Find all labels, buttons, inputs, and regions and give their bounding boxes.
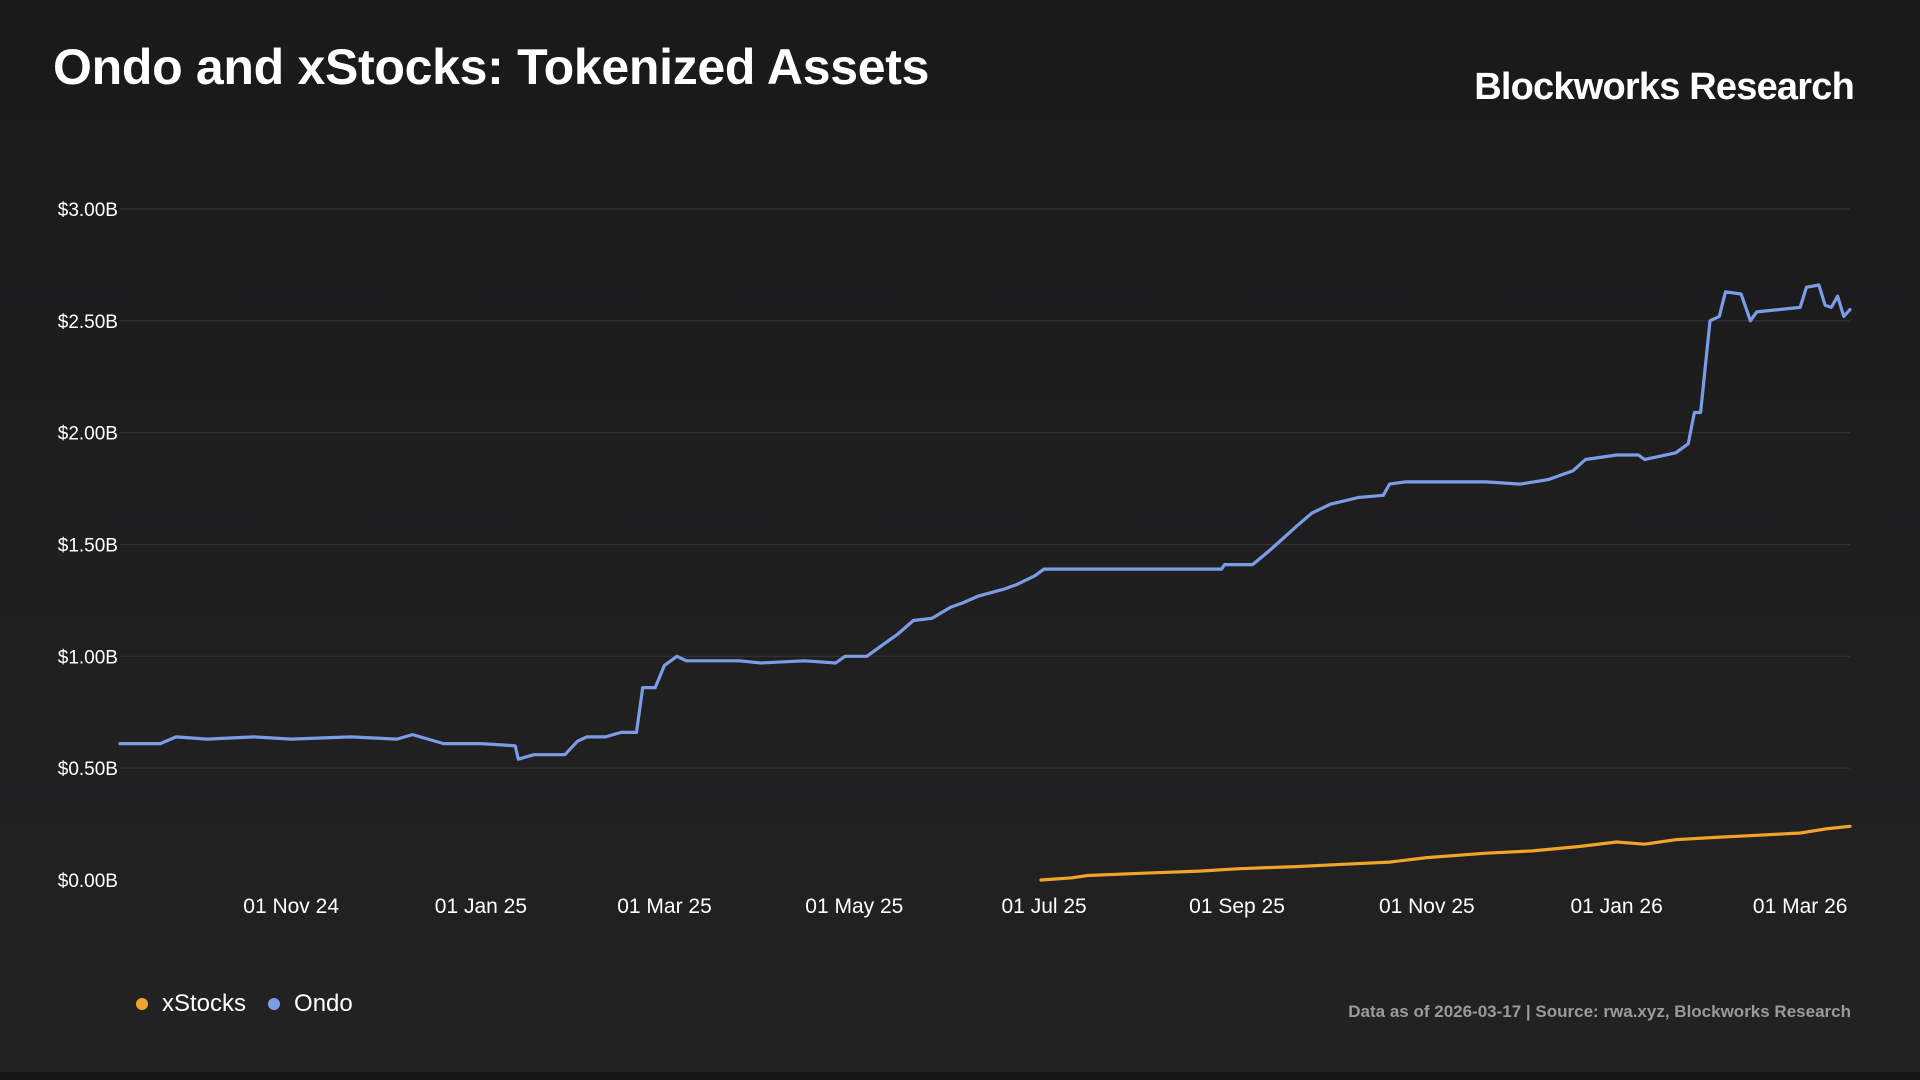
page-title: Ondo and xStocks: Tokenized Assets	[53, 39, 930, 95]
x-axis-ticks: 01 Nov 24 01 Jan 25 01 Mar 25 01 May 25 01 J…	[243, 895, 1847, 918]
bottom-strip	[0, 1072, 1920, 1080]
y-tick-label: $1.50B	[58, 536, 118, 557]
legend-item-xstocks[interactable]: xStocks	[136, 990, 246, 1018]
y-tick-label: $2.50B	[58, 312, 118, 333]
legend-dot-xstocks	[136, 998, 148, 1010]
y-tick-label: $2.00B	[58, 424, 118, 445]
legend-dot-ondo	[268, 998, 281, 1010]
y-tick-label: $1.00B	[58, 647, 118, 668]
x-tick-label: 01 Mar 25	[617, 895, 712, 918]
x-tick-label: 01 Nov 24	[243, 895, 339, 918]
brand-logo-text: Blockworks Research	[1474, 66, 1855, 108]
series-line-ondo	[118, 283, 1852, 761]
x-tick-label: 01 May 25	[805, 895, 903, 918]
legend: xStocks Ondo	[136, 990, 353, 1018]
source-note: Data as of 2026-03-17 | Source: rwa.xyz,…	[1348, 1002, 1851, 1021]
x-tick-label: 01 Mar 26	[1753, 895, 1848, 918]
y-axis-ticks: $0.00B $0.50B $1.00B $1.50B $2.00B $2.50B $3.0…	[58, 200, 118, 892]
header-bar: Ondo and xStocks: Tokenized Assets Block…	[0, 0, 1920, 122]
x-tick-label: 01 Sep 25	[1189, 895, 1285, 918]
legend-item-ondo[interactable]: Ondo	[268, 990, 353, 1018]
legend-label-xstocks: xStocks	[162, 990, 247, 1017]
x-tick-label: 01 Nov 25	[1379, 895, 1475, 918]
legend-label-ondo: Ondo	[294, 990, 353, 1017]
y-tick-label: $0.50B	[58, 759, 118, 780]
grid-lines	[120, 208, 1850, 769]
y-tick-label: $3.00B	[58, 200, 118, 221]
y-tick-label: $0.00B	[58, 871, 118, 892]
x-tick-label: 01 Jan 26	[1571, 895, 1663, 918]
plot-background	[0, 122, 1920, 1080]
x-tick-label: 01 Jan 25	[435, 895, 527, 918]
x-tick-label: 01 Jul 25	[1002, 895, 1087, 918]
series-line-xstocks	[1039, 824, 1852, 882]
series-lines	[118, 283, 1852, 882]
